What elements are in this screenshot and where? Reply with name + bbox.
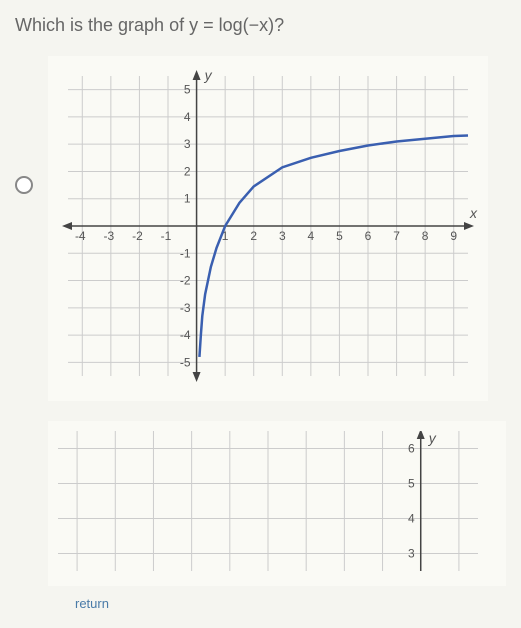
svg-text:3: 3 bbox=[279, 229, 286, 243]
svg-text:-3: -3 bbox=[180, 301, 191, 315]
svg-text:-2: -2 bbox=[180, 274, 191, 288]
svg-text:-4: -4 bbox=[75, 229, 86, 243]
question-text: Which is the graph of y = log(−x)? bbox=[15, 15, 506, 36]
chart-2-partial: 3 4 5 6y bbox=[58, 431, 478, 571]
svg-text:9: 9 bbox=[450, 229, 457, 243]
svg-text:-3: -3 bbox=[104, 229, 115, 243]
svg-text:4: 4 bbox=[308, 229, 315, 243]
radio-a[interactable] bbox=[15, 176, 33, 194]
svg-text:y: y bbox=[204, 67, 213, 83]
svg-text:x: x bbox=[469, 205, 478, 221]
svg-text:-2: -2 bbox=[132, 229, 143, 243]
svg-text:8: 8 bbox=[422, 229, 429, 243]
svg-text:-4: -4 bbox=[180, 328, 191, 342]
svg-text:2: 2 bbox=[184, 164, 191, 178]
svg-text:7: 7 bbox=[393, 229, 400, 243]
chart-1: -4-3-2-1123456789-5-4-3-2-112345xy bbox=[58, 66, 478, 386]
svg-text:4: 4 bbox=[184, 110, 191, 124]
chart-1-container: -4-3-2-1123456789-5-4-3-2-112345xy bbox=[48, 56, 488, 401]
svg-text:1: 1 bbox=[184, 192, 191, 206]
svg-text:5: 5 bbox=[336, 229, 343, 243]
svg-text:3: 3 bbox=[408, 547, 415, 561]
svg-text:-5: -5 bbox=[180, 355, 191, 369]
svg-text:5: 5 bbox=[408, 477, 415, 491]
chart-2-container: 3 4 5 6y bbox=[48, 421, 506, 586]
svg-text:y: y bbox=[428, 431, 437, 446]
svg-text:6: 6 bbox=[365, 229, 372, 243]
svg-text:5: 5 bbox=[184, 83, 191, 97]
svg-text:6: 6 bbox=[408, 442, 415, 456]
svg-text:3: 3 bbox=[184, 137, 191, 151]
svg-text:-1: -1 bbox=[161, 229, 172, 243]
option-a[interactable]: -4-3-2-1123456789-5-4-3-2-112345xy bbox=[15, 56, 506, 401]
svg-text:4: 4 bbox=[408, 512, 415, 526]
svg-text:2: 2 bbox=[250, 229, 257, 243]
svg-text:-1: -1 bbox=[180, 246, 191, 260]
return-link[interactable]: return bbox=[75, 596, 506, 611]
